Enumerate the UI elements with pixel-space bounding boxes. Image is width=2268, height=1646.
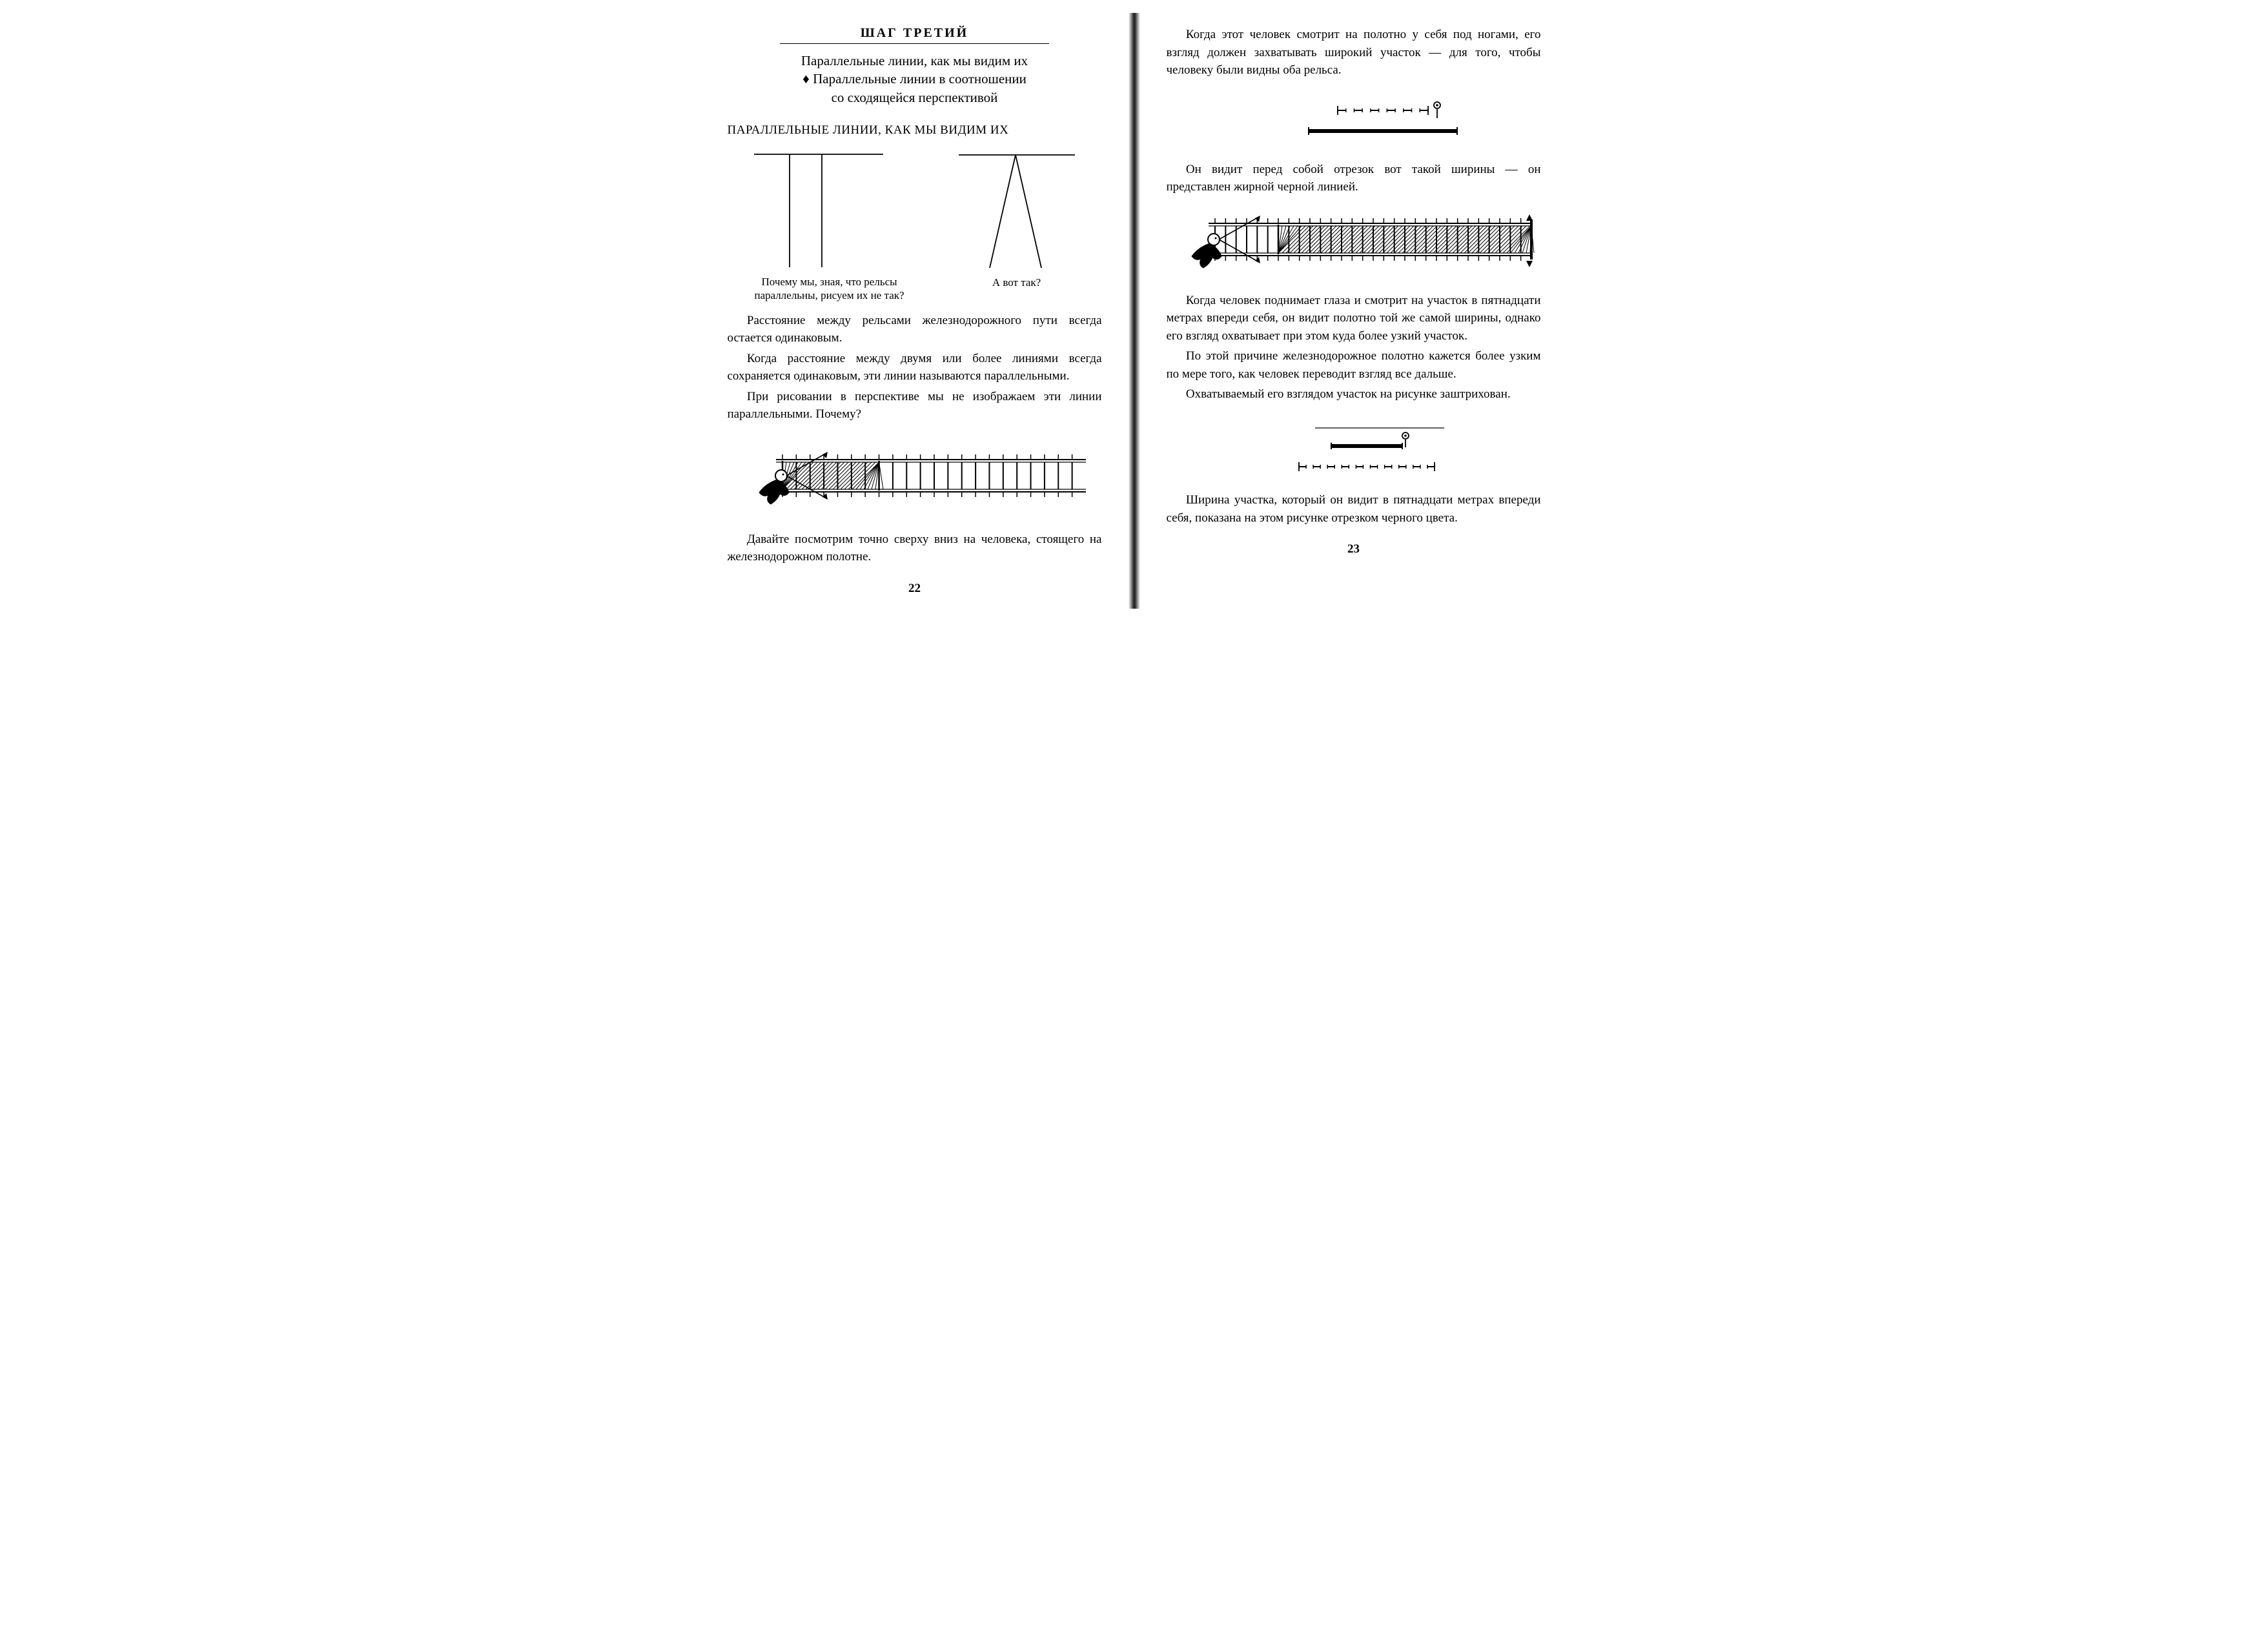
book-spread: ШАГ ТРЕТИЙ Параллельные линии, как мы ви… — [682, 13, 1586, 609]
figure-parallel-vs-converge: Почему мы, зная, что рельсы параллельны,… — [728, 149, 1102, 303]
figure-width-near — [1167, 91, 1541, 149]
book-gutter — [1129, 13, 1140, 609]
para-left-4: Давайте посмотрим точно сверху вниз на ч… — [728, 531, 1102, 566]
caption-parallel-line2: параллельны, рисуем их не так? — [754, 289, 904, 301]
chapter-title-line1: Параллельные линии, как мы видим их — [801, 53, 1028, 68]
para-right-1: Когда этот человек смотрит на полотно у … — [1167, 26, 1541, 79]
chapter-title: Параллельные линии, как мы видим их ♦ Па… — [728, 52, 1102, 107]
figure-parallel: Почему мы, зная, что рельсы параллельны,… — [754, 149, 904, 303]
chapter-label: ШАГ ТРЕТИЙ — [728, 26, 1102, 41]
chapter-rule — [780, 43, 1050, 44]
para-right-4: По этой причине железнодорожное полотно … — [1167, 347, 1541, 383]
para-left-3: При рисовании в перспективе мы не изобра… — [728, 388, 1102, 423]
caption-parallel: Почему мы, зная, что рельсы параллельны,… — [754, 275, 904, 303]
caption-converge: А вот так? — [959, 276, 1075, 289]
parallel-lines-diagram — [754, 149, 883, 269]
track-topdown-diagram-2 — [1173, 205, 1535, 283]
track-topdown-diagram-1 — [741, 435, 1089, 519]
converging-lines-diagram — [959, 150, 1075, 269]
figure-track-topdown-2 — [1167, 205, 1541, 283]
page-number-left: 22 — [728, 582, 1102, 596]
width-near-diagram — [1238, 91, 1470, 149]
page-left: ШАГ ТРЕТИЙ Параллельные линии, как мы ви… — [682, 13, 1134, 609]
page-number-right: 23 — [1167, 542, 1541, 556]
para-left-1: Расстояние между рельсами железнодорожно… — [728, 312, 1102, 347]
section-heading: ПАРАЛЛЕЛЬНЫЕ ЛИНИИ, КАК МЫ ВИДИМ ИХ — [728, 123, 1102, 137]
figure-width-far — [1167, 415, 1541, 480]
para-right-5: Охватываемый его взглядом участок на рис… — [1167, 385, 1541, 403]
page-right: Когда этот человек смотрит на полотно у … — [1134, 13, 1586, 609]
para-left-2: Когда расстояние между двумя или более л… — [728, 350, 1102, 385]
figure-converge: А вот так? — [959, 150, 1075, 302]
chapter-title-line2: ♦ Параллельные линии в соотношении — [802, 71, 1027, 86]
para-right-6: Ширина участка, который он видит в пятна… — [1167, 491, 1541, 527]
para-right-3: Когда человек поднимает глаза и смотрит … — [1167, 292, 1541, 345]
caption-parallel-line1: Почему мы, зная, что рельсы — [761, 276, 897, 288]
chapter-title-line3: со сходящейся перспективой — [832, 90, 998, 105]
figure-track-topdown-1 — [728, 435, 1102, 519]
para-right-2: Он видит перед собой отрезок вот такой ш… — [1167, 161, 1541, 196]
width-far-diagram — [1238, 415, 1470, 480]
